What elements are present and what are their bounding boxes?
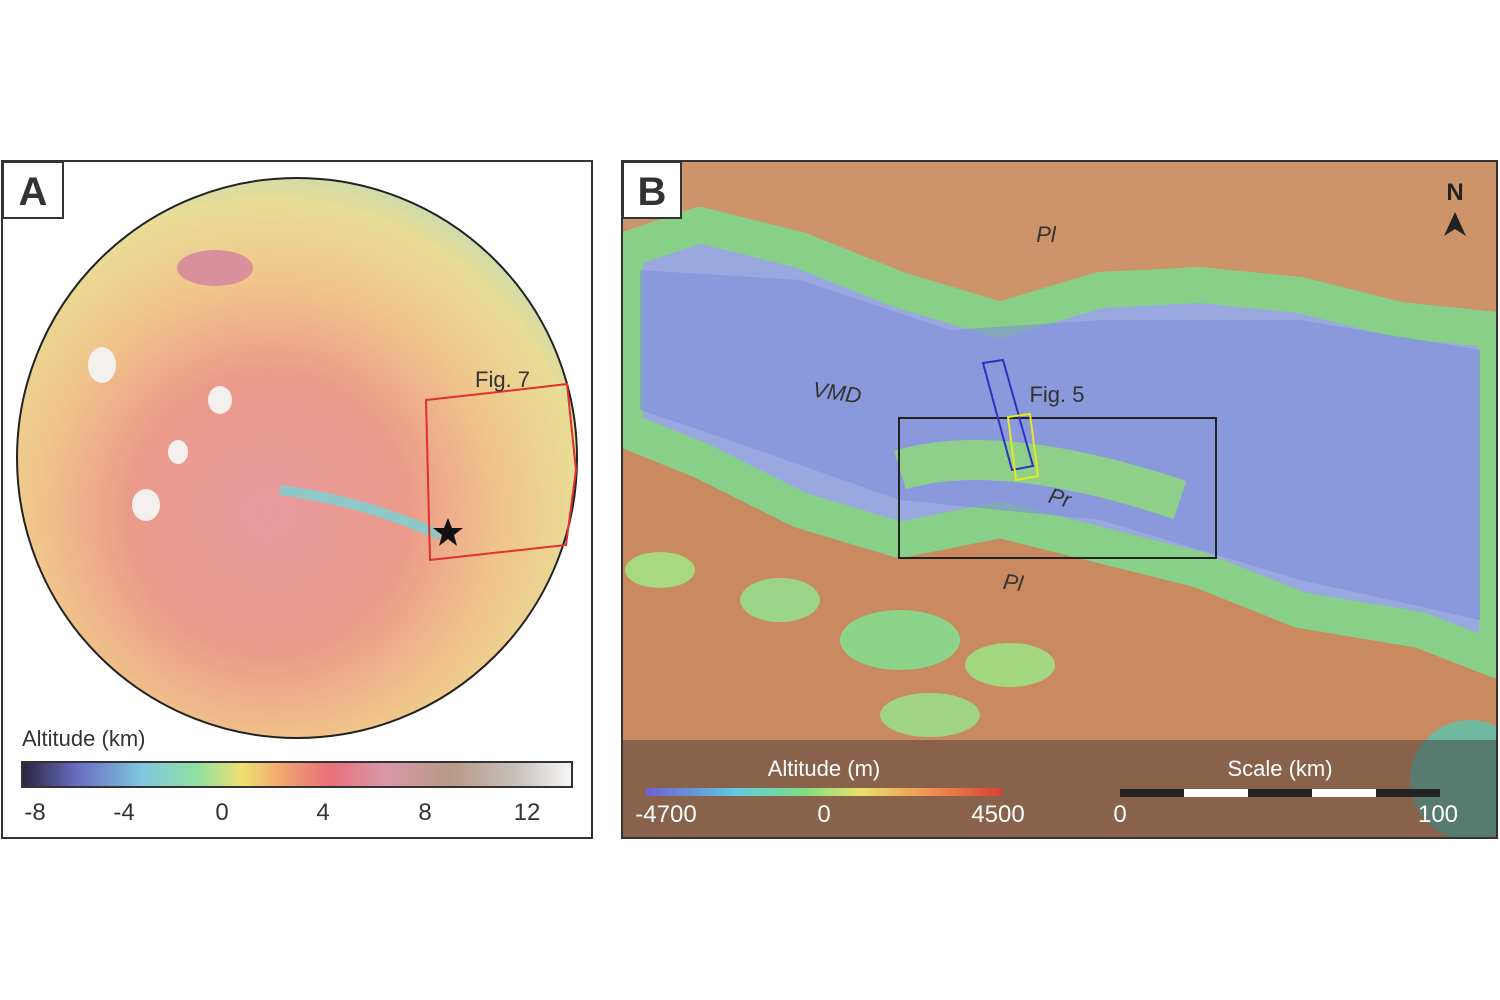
volcano [168,440,188,464]
legend-tick: -4700 [635,801,696,828]
panel-b-frame [621,160,1498,839]
depression [625,552,695,588]
legend-tick: 4500 [971,801,1024,828]
legend-tick: -8 [24,799,45,826]
ridge [894,440,1187,519]
scale-tick: 100 [1418,801,1458,828]
depression [740,578,820,622]
annotation: Fig. 7 [475,367,530,392]
detail-box [1006,412,1040,482]
panel-label: B [638,170,667,214]
star-marker [433,518,463,546]
volcano [177,250,253,286]
colorbar [21,761,573,788]
volcano [208,386,232,414]
annotation: Fig. 5 [1029,382,1084,407]
panel-b-map [622,161,1497,838]
legend-title: Altitude (m) [768,756,880,781]
volcano [132,489,160,521]
volcano [88,347,116,383]
scale-segment [1376,789,1440,797]
legend-tick: 0 [817,801,830,828]
unit-label: Pl [1036,222,1057,247]
scale-title: Scale (km) [1227,756,1332,781]
fig5-box [981,358,1035,472]
mars-globe [16,177,578,739]
legend-tick: 12 [514,799,541,826]
valley-deep [640,270,1480,620]
scale-segment [1120,789,1184,797]
scale-segment [1184,789,1248,797]
unit-label: Pl [1002,569,1026,597]
fig7-outline [424,382,578,562]
colorbar [646,788,1002,796]
depression [1410,720,1497,838]
scale-segment [1248,789,1312,797]
legend-tick: 4 [316,799,329,826]
depression [840,610,960,670]
panel-label: A [19,170,48,214]
north-label: N [1446,179,1463,206]
depression [965,643,1055,687]
depression [880,693,980,737]
canyon [279,485,443,540]
inset-box [898,417,1217,559]
panel-label-box [622,161,682,219]
legend-title: Altitude (km) [22,726,145,751]
scale-tick: 0 [1113,801,1126,828]
panel-label-box [2,161,64,219]
legend-tick: -4 [113,799,134,826]
legend-tick: 0 [215,799,228,826]
scale-bar [1120,789,1440,797]
north-arrow [1444,212,1466,236]
scale-segment [1312,789,1376,797]
legend-tick: 8 [418,799,431,826]
